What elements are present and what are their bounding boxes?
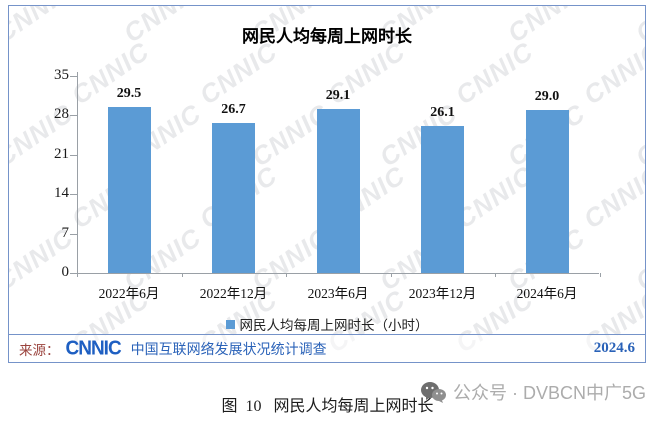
y-axis-tick-label: 14	[54, 185, 69, 202]
y-axis-tick	[70, 76, 77, 77]
bar-value-label: 29.5	[116, 85, 142, 101]
legend-swatch-icon	[225, 319, 235, 329]
bar	[525, 109, 569, 273]
chart-panel: CNNIC CNNIC CNNIC CNNIC CNNIC CNNIC CNNIC CNNIC…	[8, 5, 646, 363]
y-axis-tick	[70, 233, 77, 235]
y-axis-tick-label: 7	[61, 224, 70, 241]
wechat-icon	[421, 381, 446, 403]
source-prefix: 来源：	[19, 342, 60, 358]
source-date: 2024.6	[593, 340, 635, 356]
cnnic-watermark-text: CNNIC	[578, 159, 645, 235]
bar-value-label: 29.0	[534, 88, 560, 104]
y-axis-tick	[70, 115, 77, 117]
x-axis-label: 2023年6月	[307, 286, 369, 301]
x-axis-line	[77, 273, 599, 274]
source-text: 中国互联网络发展状况统计调查	[130, 342, 327, 358]
x-axis-tick	[390, 273, 392, 277]
cnnic-logo: CNNIC	[65, 336, 122, 359]
figure-caption: 图 10 网民人均每周上网时长	[221, 398, 434, 415]
wechat-watermark: 公众号 · DVBCN中广5G	[420, 379, 646, 405]
y-axis-tick-label: 28	[54, 106, 69, 123]
bar	[107, 106, 151, 273]
x-axis-label: 2024年6月	[516, 286, 578, 301]
wechat-watermark-text: 公众号 · DVBCN中广5G	[453, 383, 647, 403]
bar	[421, 126, 464, 273]
cnnic-watermark-text: CNNIC	[578, 35, 645, 111]
y-axis-tick-label: 0	[61, 264, 70, 280]
cnnic-watermark-text: CNNIC	[194, 35, 283, 111]
chart-title: 网民人均每周上网时长	[242, 27, 412, 46]
chart-legend: 网民人均每周上网时长（小时）	[9, 314, 645, 334]
y-axis-line	[77, 72, 78, 274]
bar	[212, 122, 255, 273]
y-axis-tick	[70, 154, 77, 156]
bar	[316, 109, 360, 273]
y-axis-tick-label: 35	[54, 67, 69, 83]
cnnic-watermark-text: CNNIC	[630, 221, 645, 297]
bar-value-label: 26.1	[430, 105, 455, 121]
y-axis-tick	[70, 194, 77, 196]
cnnic-watermark-text: CNNIC	[630, 97, 645, 173]
y-axis-tick	[70, 273, 77, 274]
bar-value-label: 26.7	[221, 101, 246, 117]
x-axis-tick	[77, 273, 78, 277]
x-axis-tick	[599, 273, 601, 277]
x-axis-label: 2023年12月	[408, 286, 477, 301]
x-axis-tick	[495, 273, 496, 277]
x-axis-label: 2022年6月	[98, 286, 160, 301]
x-axis-label: 2022年12月	[199, 286, 268, 301]
y-axis-tick-label: 21	[54, 145, 69, 162]
x-axis-tick	[286, 273, 287, 277]
source-bar: 来源： CNNIC 中国互联网络发展状况统计调查 2024.6	[9, 334, 645, 362]
legend-label: 网民人均每周上网时长（小时）	[239, 318, 429, 333]
bar-value-label: 29.1	[325, 88, 351, 104]
x-axis-tick	[181, 273, 183, 277]
